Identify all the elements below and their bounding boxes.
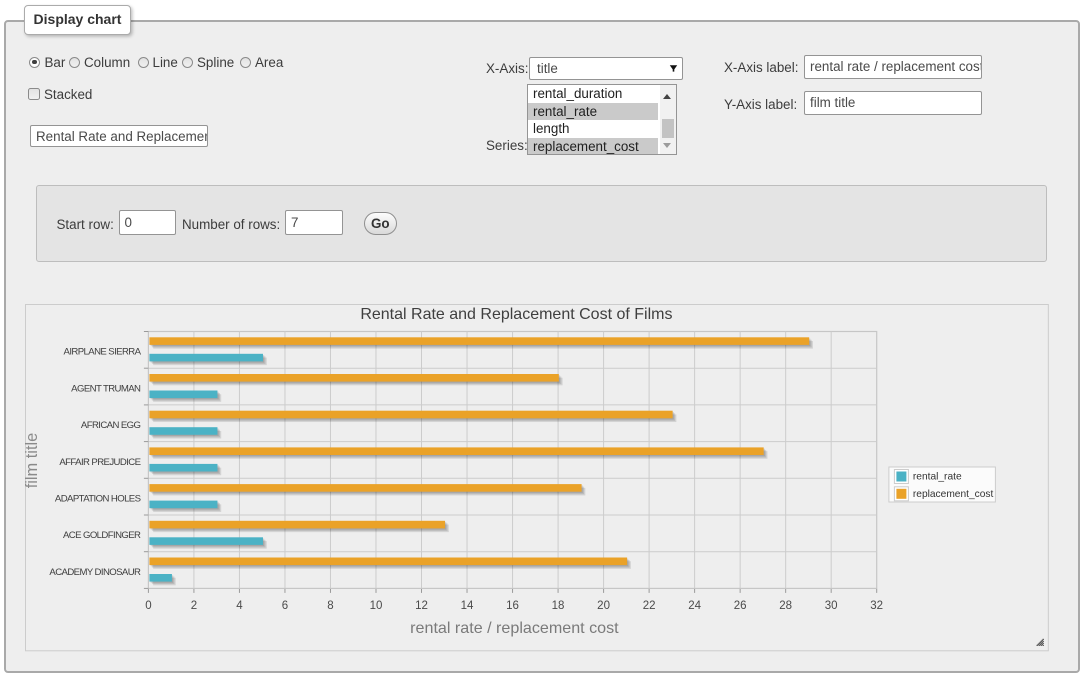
- svg-text:14: 14: [460, 600, 473, 612]
- svg-text:12: 12: [415, 600, 428, 612]
- svg-text:24: 24: [688, 600, 701, 612]
- svg-text:4: 4: [236, 600, 243, 612]
- svg-text:8: 8: [327, 600, 333, 612]
- svg-text:replacement_cost: replacement_cost: [912, 489, 993, 500]
- svg-text:32: 32: [870, 600, 883, 612]
- svg-text:film title: film title: [25, 433, 41, 489]
- svg-text:30: 30: [824, 600, 837, 612]
- svg-text:AIRPLANE SIERRA: AIRPLANE SIERRA: [63, 347, 141, 358]
- svg-text:2: 2: [190, 600, 196, 612]
- svg-text:28: 28: [779, 600, 792, 612]
- svg-text:22: 22: [642, 600, 655, 612]
- svg-text:AFRICAN EGG: AFRICAN EGG: [80, 420, 140, 431]
- svg-text:10: 10: [369, 600, 382, 612]
- svg-text:AFFAIR PREJUDICE: AFFAIR PREJUDICE: [59, 457, 140, 468]
- svg-text:20: 20: [597, 600, 610, 612]
- svg-text:rental_rate: rental_rate: [912, 472, 961, 483]
- svg-text:Rental Rate and Replacement Co: Rental Rate and Replacement Cost of Film…: [360, 306, 672, 323]
- svg-text:16: 16: [506, 600, 519, 612]
- svg-text:18: 18: [551, 600, 564, 612]
- svg-text:6: 6: [281, 600, 287, 612]
- svg-text:ACADEMY DINOSAUR: ACADEMY DINOSAUR: [49, 567, 141, 578]
- svg-text:ACE GOLDFINGER: ACE GOLDFINGER: [63, 530, 141, 541]
- svg-text:0: 0: [145, 600, 151, 612]
- svg-text:AGENT TRUMAN: AGENT TRUMAN: [71, 383, 141, 394]
- svg-text:ADAPTATION HOLES: ADAPTATION HOLES: [55, 493, 141, 504]
- svg-text:rental rate / replacement cost: rental rate / replacement cost: [410, 619, 619, 637]
- svg-text:26: 26: [733, 600, 746, 612]
